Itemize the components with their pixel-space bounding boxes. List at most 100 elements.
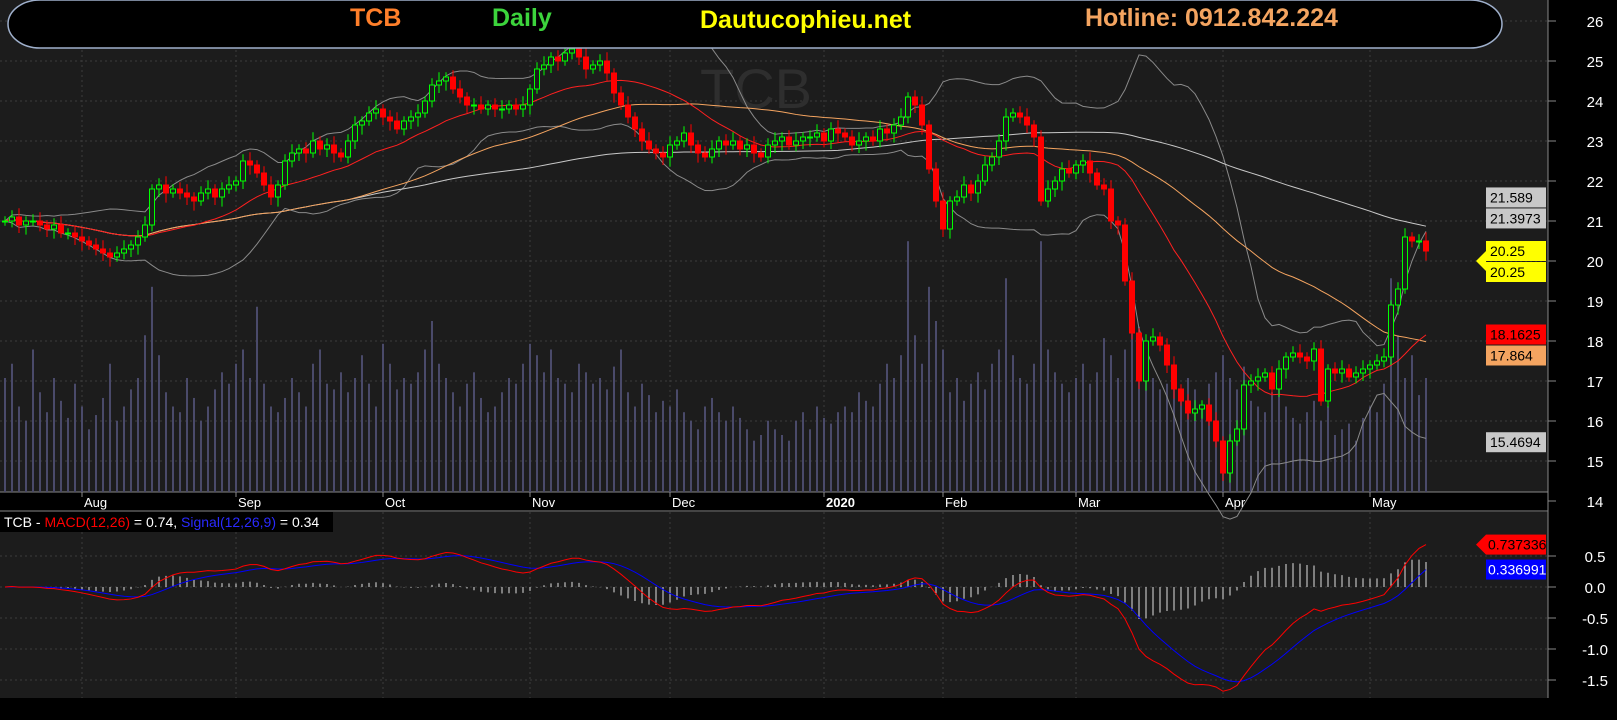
candle[interactable] xyxy=(1325,364,1331,408)
candle[interactable] xyxy=(352,116,358,149)
candle[interactable] xyxy=(1297,344,1303,364)
candle[interactable] xyxy=(590,60,596,74)
candle[interactable] xyxy=(429,78,435,108)
candle[interactable] xyxy=(268,176,274,205)
candle[interactable] xyxy=(555,50,561,71)
candle[interactable] xyxy=(772,132,778,153)
candle[interactable] xyxy=(1115,216,1121,235)
candle[interactable] xyxy=(737,136,743,156)
candle[interactable] xyxy=(912,90,918,113)
candle[interactable] xyxy=(723,134,729,155)
candle[interactable] xyxy=(1234,420,1240,446)
candle[interactable] xyxy=(317,136,323,156)
candle[interactable] xyxy=(1080,154,1086,173)
candle[interactable] xyxy=(688,124,694,153)
candle[interactable] xyxy=(1178,384,1184,406)
candle[interactable] xyxy=(464,92,470,113)
candle[interactable] xyxy=(1136,328,1142,389)
candle[interactable] xyxy=(919,96,925,135)
candle[interactable] xyxy=(1171,356,1177,399)
candle[interactable] xyxy=(513,98,519,116)
candle[interactable] xyxy=(534,62,540,94)
candle[interactable] xyxy=(373,100,379,120)
candle[interactable] xyxy=(23,216,29,235)
candle[interactable] xyxy=(989,152,995,172)
candle[interactable] xyxy=(821,128,827,148)
candle[interactable] xyxy=(1402,228,1408,294)
candle[interactable] xyxy=(65,228,71,240)
candle[interactable] xyxy=(1157,332,1163,352)
candle[interactable] xyxy=(450,70,456,94)
candle[interactable] xyxy=(1255,368,1261,391)
candle[interactable] xyxy=(156,178,162,197)
candle[interactable] xyxy=(324,138,330,157)
candle[interactable] xyxy=(807,130,813,147)
candle[interactable] xyxy=(905,92,911,124)
candle[interactable] xyxy=(380,104,386,125)
candle[interactable] xyxy=(870,130,876,146)
candle[interactable] xyxy=(716,136,722,157)
candle[interactable] xyxy=(1010,108,1016,122)
candle[interactable] xyxy=(849,130,855,152)
candle[interactable] xyxy=(877,120,883,148)
candle[interactable] xyxy=(44,220,50,237)
candle[interactable] xyxy=(86,236,92,250)
candle[interactable] xyxy=(674,136,680,150)
candle[interactable] xyxy=(72,226,78,245)
candle[interactable] xyxy=(296,144,302,161)
candle[interactable] xyxy=(37,212,43,232)
candle[interactable] xyxy=(646,132,652,154)
candle[interactable] xyxy=(947,196,953,239)
candle[interactable] xyxy=(240,154,246,189)
candle[interactable] xyxy=(219,182,225,207)
candle[interactable] xyxy=(681,126,687,148)
candle[interactable] xyxy=(548,52,554,73)
candle[interactable] xyxy=(303,142,309,163)
candle[interactable] xyxy=(1262,368,1268,382)
candle[interactable] xyxy=(310,132,316,158)
candle[interactable] xyxy=(1073,160,1079,180)
candle[interactable] xyxy=(1395,282,1401,315)
candle[interactable] xyxy=(842,128,848,142)
candle[interactable] xyxy=(401,116,407,136)
candle[interactable] xyxy=(1003,108,1009,151)
candle[interactable] xyxy=(1094,168,1100,190)
candle[interactable] xyxy=(709,140,715,164)
candle[interactable] xyxy=(814,124,820,142)
candle[interactable] xyxy=(954,190,960,206)
candle[interactable] xyxy=(1283,352,1289,379)
candle[interactable] xyxy=(1101,178,1107,196)
candle[interactable] xyxy=(1276,360,1282,397)
candle[interactable] xyxy=(93,238,99,256)
candle[interactable] xyxy=(1024,108,1030,133)
candle[interactable] xyxy=(653,144,659,160)
candle[interactable] xyxy=(996,134,1002,165)
candle[interactable] xyxy=(275,180,281,207)
header-site[interactable]: Dautucophieu.net xyxy=(700,6,912,34)
candle[interactable] xyxy=(506,100,512,114)
candle[interactable] xyxy=(583,48,589,79)
candle[interactable] xyxy=(1143,334,1149,391)
candle[interactable] xyxy=(233,176,239,192)
candle[interactable] xyxy=(604,52,610,81)
candle[interactable] xyxy=(520,96,526,117)
candle[interactable] xyxy=(541,56,547,76)
candle[interactable] xyxy=(1045,180,1051,208)
candle[interactable] xyxy=(660,146,666,165)
candle[interactable] xyxy=(1052,176,1058,197)
candle[interactable] xyxy=(100,240,106,261)
candle[interactable] xyxy=(366,106,372,126)
candle[interactable] xyxy=(1332,362,1338,381)
candle[interactable] xyxy=(30,214,36,226)
candle[interactable] xyxy=(1206,398,1212,426)
candle[interactable] xyxy=(499,100,505,119)
candle[interactable] xyxy=(2,216,8,226)
candle[interactable] xyxy=(331,136,337,163)
candle[interactable] xyxy=(338,148,344,162)
candle[interactable] xyxy=(289,144,295,168)
candle[interactable] xyxy=(1227,434,1233,483)
candle[interactable] xyxy=(121,240,127,260)
candle[interactable] xyxy=(730,132,736,150)
candle[interactable] xyxy=(247,152,253,175)
candle[interactable] xyxy=(1150,328,1156,346)
